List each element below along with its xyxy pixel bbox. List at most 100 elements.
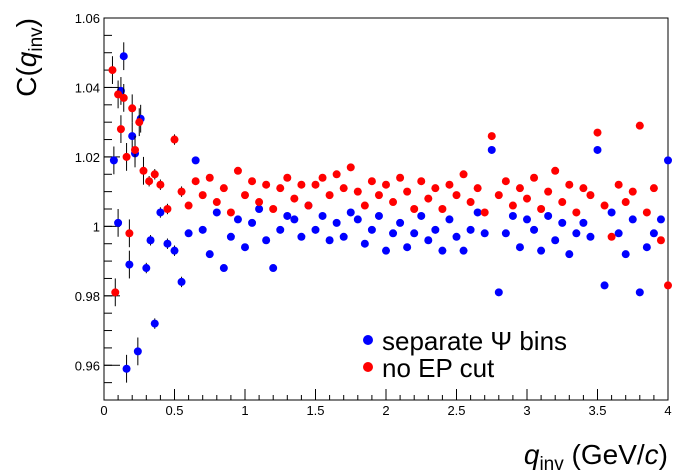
point-s1-37	[325, 191, 334, 200]
point-s1-76	[600, 201, 609, 210]
point-s1-80	[628, 187, 637, 196]
point-s1-25	[241, 191, 249, 200]
point-s1-14	[163, 205, 172, 213]
point-s0-40	[346, 208, 355, 217]
point-s0-69	[551, 236, 560, 245]
point-s1-16	[177, 187, 186, 196]
point-s1-73	[579, 184, 588, 193]
x-axis-unit-var: c	[645, 439, 659, 470]
point-s1-69	[551, 166, 560, 175]
point-s0-30	[276, 225, 285, 234]
point-s1-83	[649, 184, 658, 193]
point-s0-19	[198, 225, 207, 234]
point-s1-8	[131, 145, 140, 154]
point-s1-81	[635, 121, 644, 130]
point-s0-20	[205, 250, 214, 259]
point-s1-77	[607, 232, 616, 241]
y-tick-labels: 0.96 0.98 1 1.02 1.04 1.06	[75, 11, 100, 373]
point-s1-52	[431, 184, 440, 193]
point-s0-17	[184, 229, 193, 238]
point-s1-71	[565, 180, 574, 189]
point-s0-35	[311, 225, 320, 234]
point-s0-14	[163, 239, 172, 248]
point-s1-54	[445, 180, 454, 189]
point-s0-67	[537, 246, 546, 255]
point-s0-10	[142, 264, 151, 273]
y-tick-label-1: 0.98	[75, 289, 100, 304]
point-s1-53	[438, 205, 447, 213]
y-tick-label-3: 1.02	[75, 150, 100, 165]
point-s1-40	[346, 163, 355, 172]
point-s0-84	[656, 215, 665, 224]
point-s1-72	[572, 208, 581, 217]
point-s1-48	[403, 187, 412, 196]
point-s1-65	[523, 194, 531, 203]
point-s0-16	[177, 277, 186, 286]
data-points	[108, 42, 672, 383]
point-s0-71	[565, 250, 574, 259]
point-s1-3	[116, 125, 125, 134]
point-s1-39	[339, 184, 348, 193]
legend-marker-separate-psi-bins	[363, 335, 373, 345]
point-s1-32	[290, 194, 299, 203]
point-s0-63	[508, 211, 517, 220]
x-tick-label-5: 2.5	[447, 403, 465, 418]
point-s1-84	[656, 236, 665, 245]
point-s0-12	[150, 319, 159, 328]
point-s1-51	[424, 194, 433, 203]
point-s0-66	[530, 225, 539, 234]
point-s0-53	[438, 246, 447, 255]
point-s1-56	[459, 170, 468, 179]
point-s1-58	[473, 184, 482, 193]
point-s1-82	[642, 208, 651, 217]
point-s1-38	[332, 170, 341, 179]
point-s0-13	[156, 208, 165, 217]
point-s0-6	[128, 132, 137, 141]
point-s0-31	[283, 211, 292, 220]
point-s1-79	[621, 198, 630, 207]
legend-label-separate-psi-bins: separate Ψ bins	[382, 326, 567, 356]
point-s0-37	[325, 236, 334, 245]
point-s0-11	[146, 236, 155, 245]
point-s1-59	[480, 208, 489, 217]
point-s1-20	[205, 173, 214, 182]
point-s0-55	[452, 232, 461, 241]
x-axis-title: qinv (GeV/c)	[524, 439, 668, 472]
point-s1-64	[515, 184, 524, 193]
point-s0-25	[241, 243, 249, 252]
point-s1-33	[297, 180, 306, 189]
legend-marker-no-ep-cut	[363, 362, 373, 372]
point-s1-62	[501, 177, 510, 186]
point-s1-36	[318, 173, 327, 182]
point-s1-26	[248, 177, 257, 186]
point-s1-57	[466, 198, 475, 207]
point-s0-45	[382, 246, 390, 255]
point-s0-28	[262, 236, 271, 245]
point-s1-17	[184, 201, 193, 210]
point-s1-47	[396, 173, 405, 182]
point-s1-18	[191, 177, 200, 186]
point-s0-73	[579, 218, 588, 227]
point-s1-24	[233, 166, 242, 175]
x-tick-label-0: 0	[100, 403, 107, 418]
point-s0-79	[621, 250, 630, 259]
x-axis-unit-open: (GeV/	[564, 439, 645, 470]
point-s0-36	[318, 211, 327, 220]
point-s1-9	[135, 118, 144, 127]
point-s0-61	[494, 288, 503, 297]
x-tick-label-7: 3.5	[588, 403, 606, 418]
axis-ticks	[103, 17, 669, 401]
point-s1-67	[537, 205, 546, 213]
point-s0-3	[119, 52, 128, 61]
point-s0-21	[212, 208, 221, 217]
point-s0-4	[122, 364, 131, 373]
point-s0-56	[459, 246, 468, 255]
point-s1-49	[410, 205, 419, 213]
point-s0-27	[255, 205, 264, 213]
x-tick-label-3: 1.5	[306, 403, 324, 418]
point-s1-29	[269, 205, 278, 213]
y-tick-label-0: 0.96	[75, 358, 100, 373]
point-s0-64	[515, 243, 524, 252]
point-s1-46	[389, 198, 398, 207]
point-s0-39	[339, 232, 348, 241]
